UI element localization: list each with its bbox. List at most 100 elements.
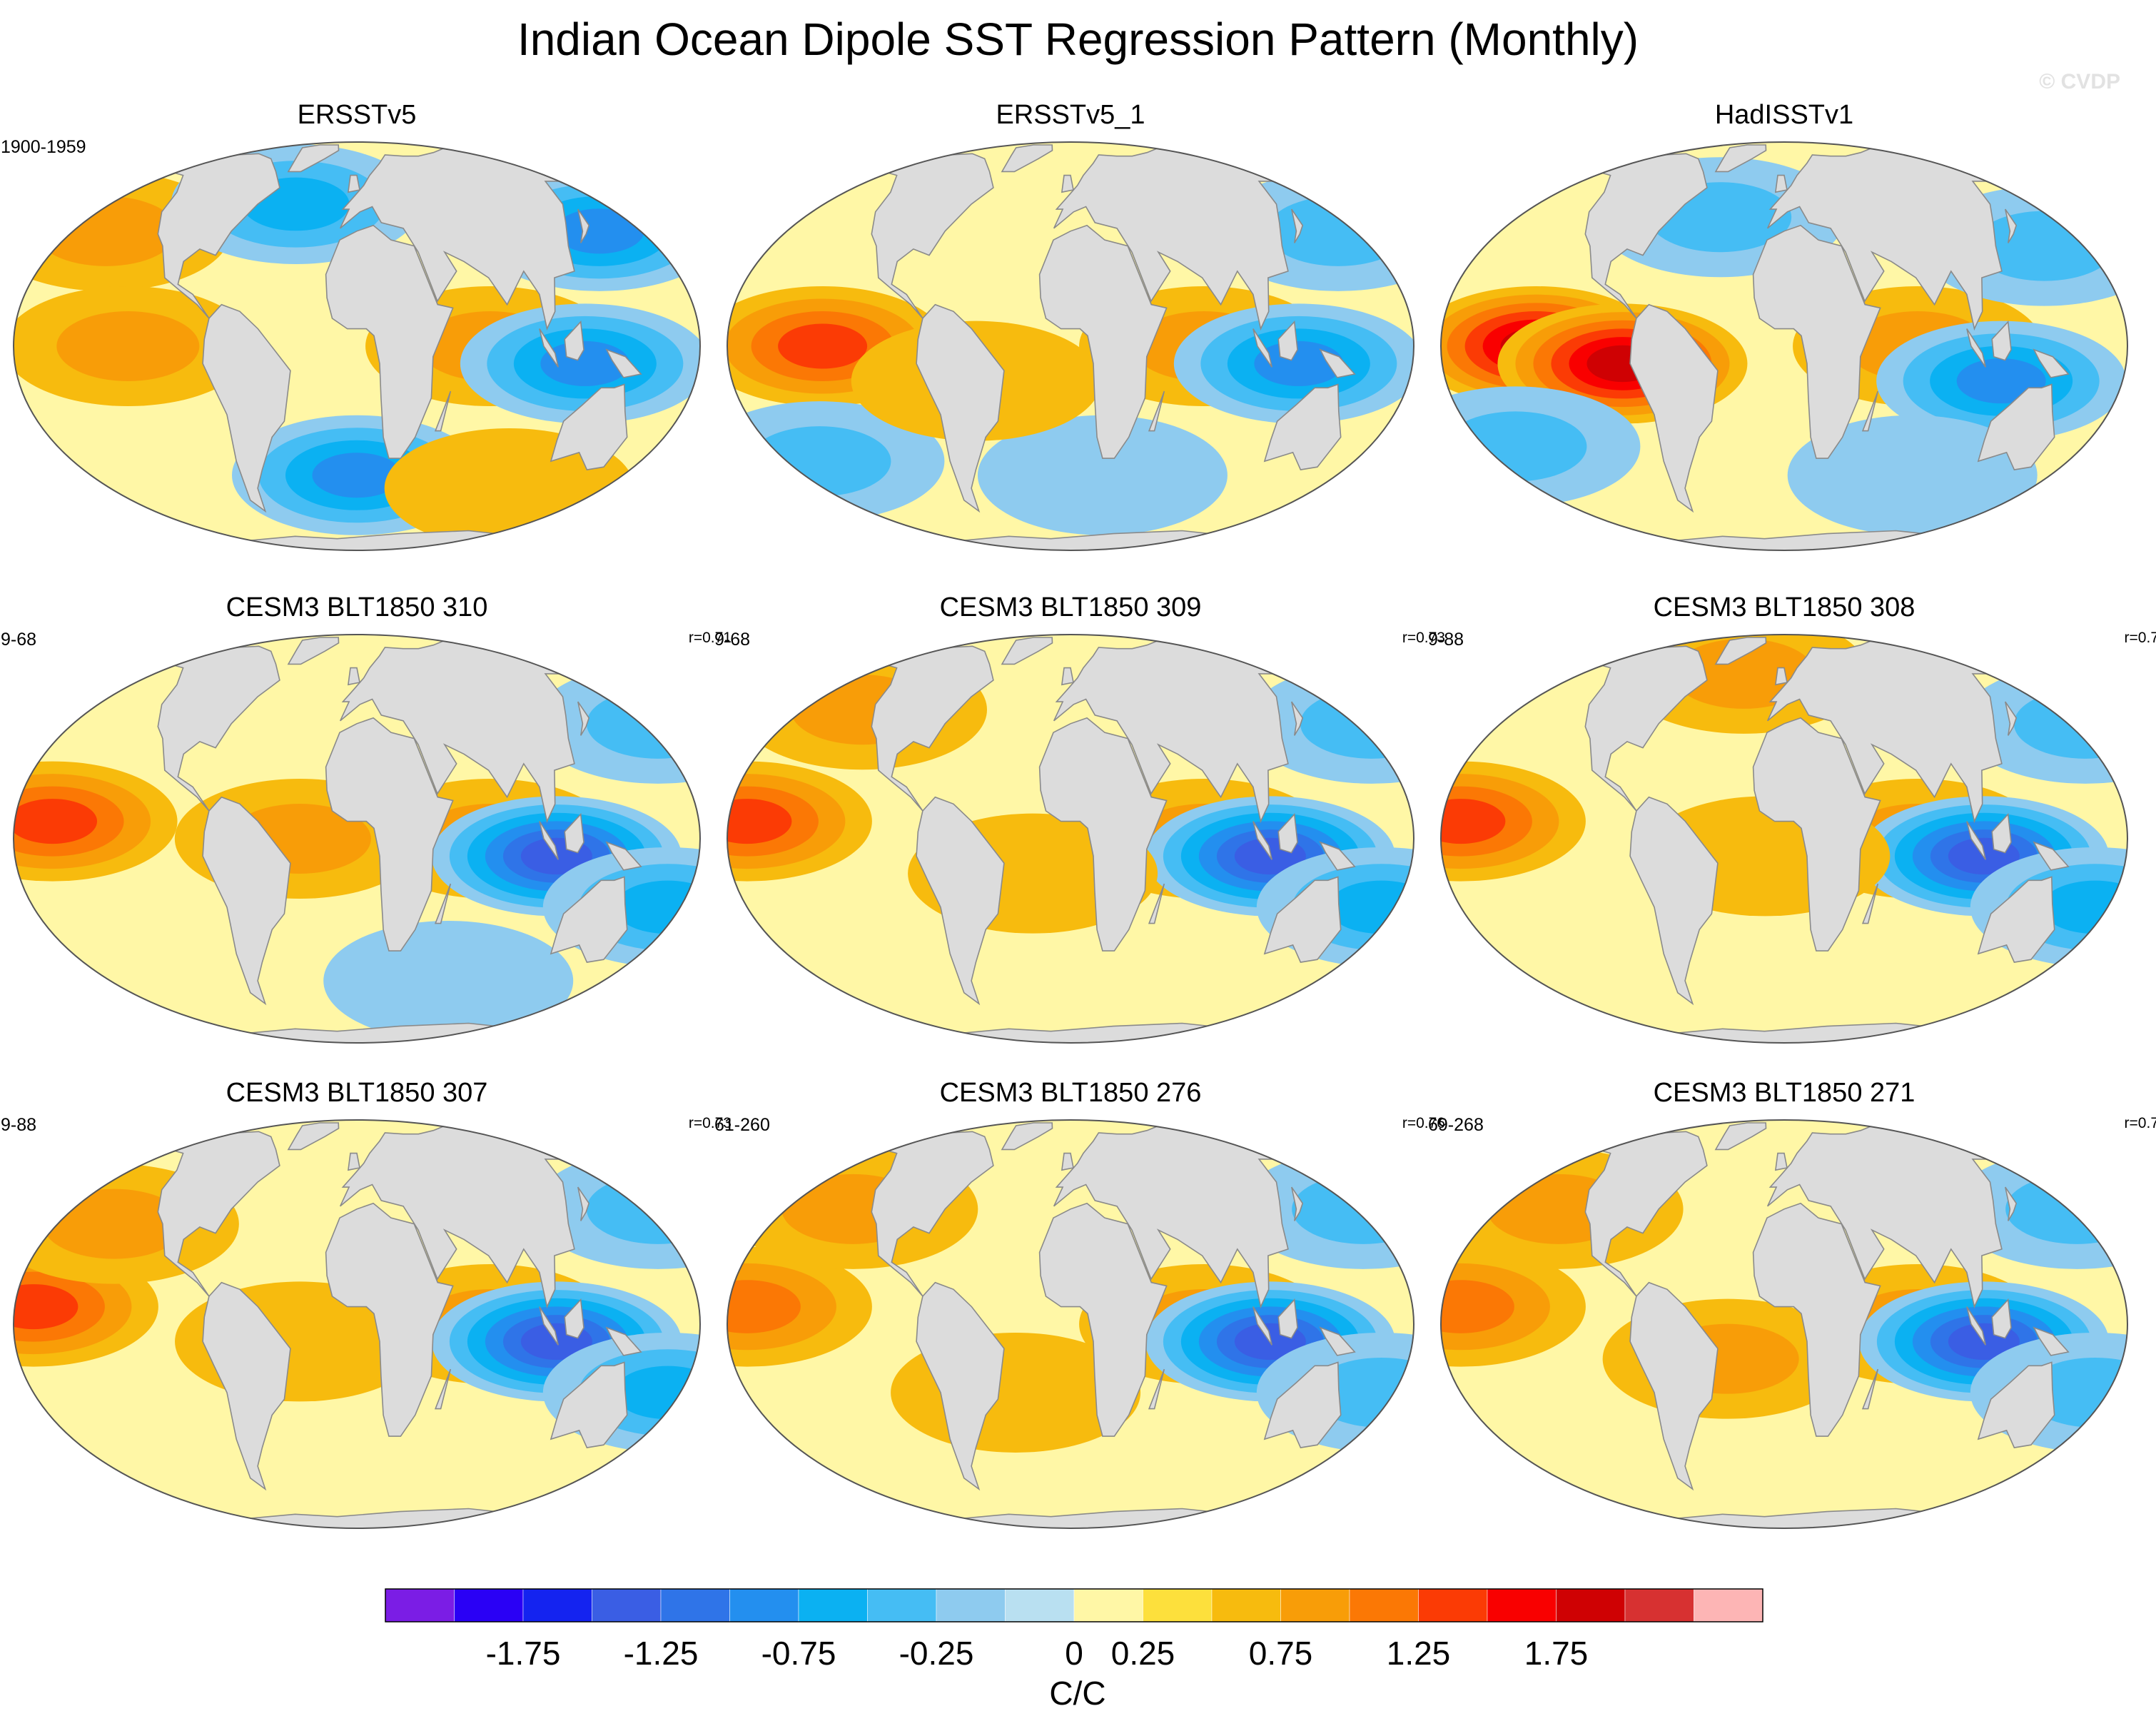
- land-mass: [2005, 208, 2018, 243]
- panel-years-label: 69-268: [1428, 1115, 1484, 1135]
- sst-regression-map: [727, 141, 1414, 551]
- panel-title: CESM3 BLT1850 309: [939, 592, 1202, 622]
- land-mass: [1861, 390, 1879, 432]
- panel-years-label: 9-68: [714, 630, 751, 650]
- land-mass: [550, 383, 628, 470]
- colorbar-swatch: [1211, 1588, 1281, 1622]
- colorbar: -1.75 -1.25 -0.75 -0.25 0 0.25 0.75 1.25 1.75 C/C: [385, 1588, 1763, 1712]
- land-mass: [1629, 1281, 1719, 1491]
- land-mass: [2005, 701, 2018, 736]
- panel-years-label: 61-260: [714, 1115, 770, 1135]
- colorbar-swatch: [385, 1588, 455, 1622]
- land-mass: [1774, 667, 1788, 686]
- sst-regression-map: [1440, 634, 2128, 1044]
- land-mass: [539, 1306, 559, 1346]
- land-mass: [916, 1281, 1005, 1491]
- land-mass: [287, 1122, 340, 1151]
- colorbar-frame: [385, 1588, 1763, 1622]
- panel-years-label: 9-88: [1428, 630, 1464, 650]
- sst-regression-map: [727, 634, 1414, 1044]
- land-mass: [1629, 796, 1719, 1006]
- globe-outline: [727, 634, 1414, 1044]
- land-mass: [1038, 224, 1168, 459]
- map-panel: ERSSTv5 1900-1959: [1, 100, 710, 557]
- globe-outline: [13, 634, 701, 1044]
- panel-correlation-label: r=0.73: [688, 1115, 732, 1131]
- map-panel: CESM3 BLT1850 308 9-88 r=0.7: [1428, 592, 2156, 1049]
- land-mass: [564, 320, 584, 361]
- land-mass: [1291, 208, 1304, 243]
- panel-title: CESM3 BLT1850 308: [1653, 592, 1915, 622]
- map-panel: CESM3 BLT1850 307 9-88 r=0.73: [1, 1078, 732, 1535]
- figure-title: Indian Ocean Dipole SST Regression Patte…: [517, 14, 1639, 65]
- land-mass: [202, 303, 291, 513]
- land-mass: [1252, 821, 1272, 860]
- colorbar-tick-label: -1.25: [624, 1635, 699, 1672]
- colorbar-swatch: [1487, 1588, 1557, 1622]
- sst-regression-map: [13, 1119, 701, 1529]
- land-mass: [1966, 328, 1986, 368]
- colorbar-swatch: [1073, 1588, 1143, 1622]
- map-panel: ERSSTv5_1: [717, 100, 1424, 557]
- land-mass: [434, 390, 452, 432]
- land-mass: [1053, 640, 1289, 824]
- land-mass: [1576, 645, 1708, 812]
- panel-title: CESM3 BLT1850 276: [939, 1078, 1202, 1108]
- land-mass: [1576, 1131, 1708, 1297]
- map-panel: HadISSTv1: [1431, 100, 2137, 557]
- colorbar-swatch: [936, 1588, 1006, 1622]
- land-mass: [550, 1361, 628, 1448]
- land-mass: [1277, 812, 1298, 854]
- sst-anomaly-contour: [323, 921, 574, 1041]
- land-mass: [1053, 148, 1289, 331]
- land-mass: [1061, 174, 1074, 193]
- land-mass: [916, 796, 1005, 1006]
- land-mass: [1319, 348, 1356, 378]
- panel-years-label: 9-88: [1, 1115, 37, 1135]
- land-mass: [148, 153, 280, 319]
- land-mass: [1038, 717, 1168, 952]
- land-mass: [287, 144, 340, 173]
- land-mass: [1263, 1361, 1342, 1448]
- sst-regression-map: [1440, 1119, 2128, 1529]
- sst-anomaly-contour: [727, 1280, 801, 1333]
- land-mass: [2033, 1326, 2070, 1356]
- sst-anomaly-contour: [1441, 799, 1506, 844]
- panel-correlation-label: r=0.7: [2124, 630, 2156, 646]
- land-mass: [1766, 148, 2003, 331]
- colorbar-swatch: [867, 1588, 937, 1622]
- land-mass: [1861, 1368, 1879, 1410]
- land-mass: [2033, 348, 2070, 378]
- colorbar-swatch: [454, 1588, 524, 1622]
- land-mass: [1148, 883, 1165, 924]
- land-mass: [202, 796, 291, 1006]
- colorbar-swatch: [1694, 1588, 1763, 1622]
- globe-outline: [1440, 141, 2128, 551]
- land-mass: [1752, 224, 1881, 459]
- sst-anomaly-contour: [1441, 1280, 1514, 1333]
- land-mass: [347, 174, 360, 193]
- globe-outline: [727, 141, 1414, 551]
- map-panel: CESM3 BLT1850 310 9-68 r=0.71: [1, 592, 732, 1049]
- sst-anomaly-contour: [1267, 196, 1410, 266]
- sst-anomaly-contour: [977, 415, 1228, 535]
- panel-title: CESM3 BLT1850 307: [226, 1078, 488, 1108]
- colorbar-swatch: [1280, 1588, 1350, 1622]
- land-mass: [1291, 1186, 1304, 1221]
- sst-anomaly-contour: [14, 1284, 79, 1330]
- land-mass: [1861, 883, 1879, 924]
- land-mass: [2033, 841, 2070, 871]
- land-mass: [325, 224, 454, 459]
- land-mass: [1263, 383, 1342, 470]
- land-mass: [550, 876, 628, 963]
- sst-anomaly-contour: [555, 208, 644, 254]
- land-mass: [1991, 812, 2012, 854]
- land-mass: [1061, 667, 1074, 686]
- land-mass: [577, 1186, 590, 1221]
- panel-years-label: 9-68: [1, 630, 37, 650]
- land-mass: [1576, 153, 1708, 319]
- land-mass: [916, 303, 1005, 513]
- globe-outline: [13, 1119, 701, 1529]
- land-mass: [862, 153, 994, 319]
- colorbar-tick-label: 0.75: [1249, 1635, 1313, 1672]
